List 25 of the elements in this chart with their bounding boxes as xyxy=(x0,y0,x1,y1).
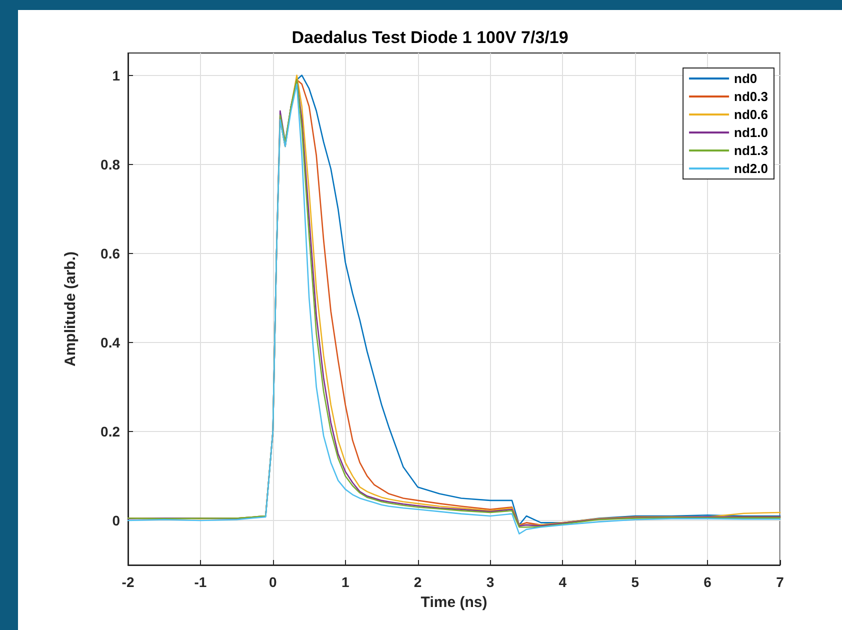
legend-label: nd1.3 xyxy=(734,143,768,158)
x-tick-label: -1 xyxy=(194,574,207,590)
legend-label: nd0 xyxy=(734,71,758,86)
chart-title: Daedalus Test Diode 1 100V 7/3/19 xyxy=(292,28,568,47)
x-tick-label: 0 xyxy=(268,574,277,590)
y-tick-label: 0.6 xyxy=(100,245,120,262)
legend-label: nd0.6 xyxy=(734,107,768,122)
y-tick-label: 0 xyxy=(112,512,120,528)
legend-label: nd2.0 xyxy=(734,161,768,176)
x-tick-label: 7 xyxy=(776,574,784,590)
y-tick-label: 0.8 xyxy=(100,156,120,172)
x-tick-label: 3 xyxy=(486,574,494,590)
legend-label: nd0.3 xyxy=(734,89,768,104)
y-axis-title: Amplitude (arb.) xyxy=(62,252,79,366)
x-axis-title: Time (ns) xyxy=(420,594,488,611)
legend-label: nd1.0 xyxy=(734,125,768,140)
x-tick-label: -2 xyxy=(122,574,134,590)
x-tick-label: 2 xyxy=(414,574,422,590)
x-tick-label: 4 xyxy=(558,574,567,590)
y-tick-label: 0.2 xyxy=(100,423,120,440)
x-tick-label: 5 xyxy=(631,574,640,590)
y-tick-label: 0.4 xyxy=(100,334,120,350)
x-tick-label: 1 xyxy=(341,574,350,590)
y-tick-label: 1 xyxy=(112,67,120,84)
x-tick-label: 6 xyxy=(704,574,712,590)
